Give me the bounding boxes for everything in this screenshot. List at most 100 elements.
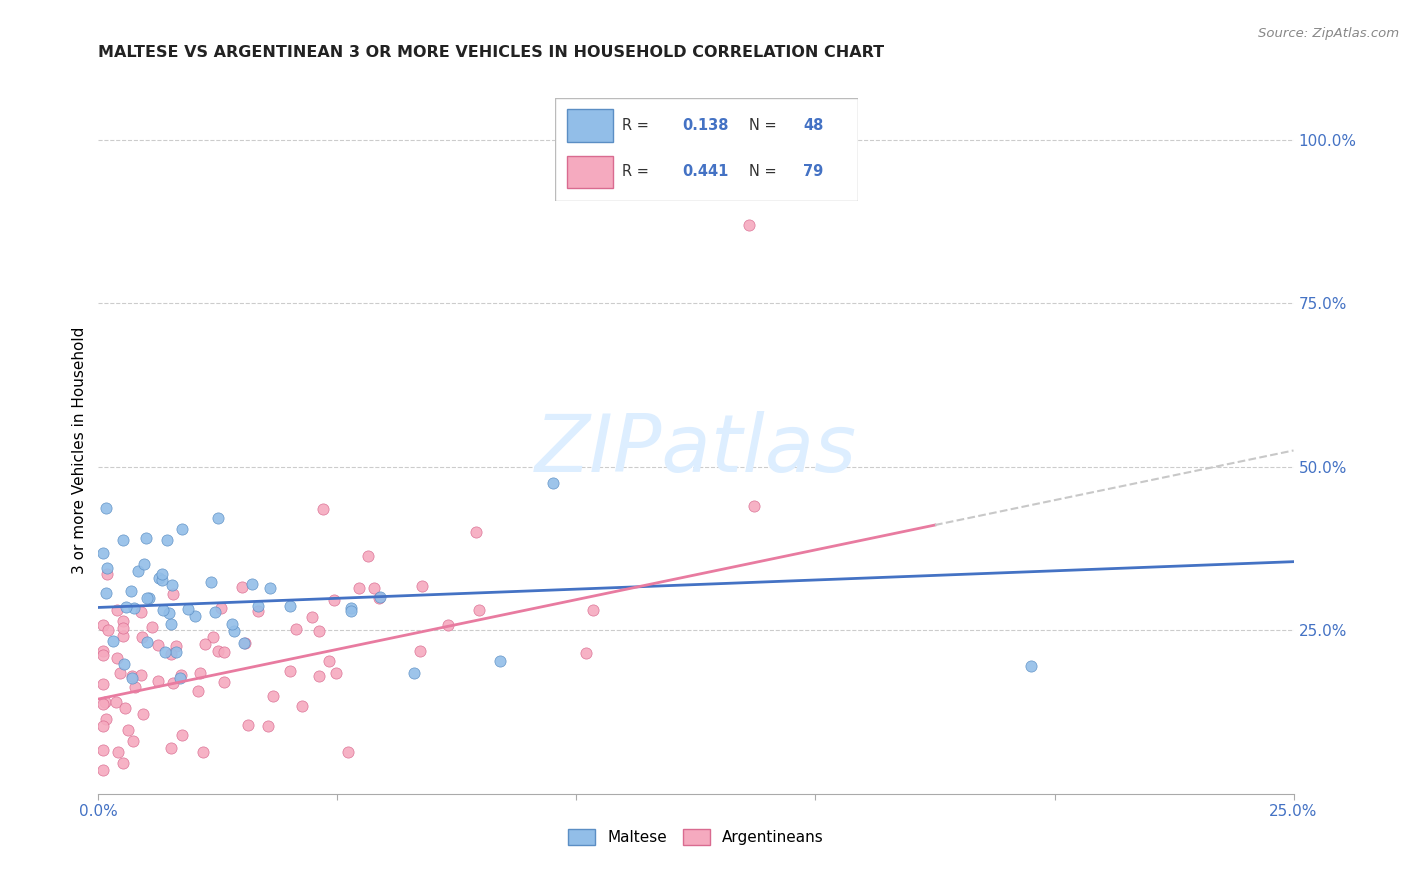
Point [278,599,301,613]
Point [337,745,360,759]
Point [91,763,114,777]
Point [184,609,207,624]
Point [207,511,229,525]
Point [488,655,510,669]
Point [107,745,129,759]
Point [93,695,115,709]
Point [200,575,222,590]
Point [212,674,235,689]
Point [94,586,117,600]
Point [285,623,308,637]
Point [136,634,159,648]
Point [201,630,224,644]
Point [278,664,301,678]
Text: R =: R = [621,164,654,179]
Point [114,701,136,715]
Point [301,610,323,624]
Point [103,634,125,648]
FancyBboxPatch shape [568,110,613,142]
Point [124,680,146,694]
Point [122,601,145,615]
Point [148,639,170,653]
Point [169,668,191,682]
Point [325,665,347,680]
Point [236,718,259,732]
FancyBboxPatch shape [555,98,858,201]
Point [240,577,263,591]
Point [411,579,433,593]
Point [150,574,173,588]
Point [160,741,183,756]
Point [1019,659,1042,673]
Point [408,644,430,658]
Point [152,603,174,617]
Text: Source: ZipAtlas.com: Source: ZipAtlas.com [1258,27,1399,40]
Text: 0.441: 0.441 [682,164,728,179]
Point [737,218,759,232]
Point [160,616,183,631]
Legend: Maltese, Argentineans: Maltese, Argentineans [562,823,830,852]
Point [170,522,193,536]
Text: ZIPatlas: ZIPatlas [534,411,858,490]
Point [194,637,217,651]
Point [156,533,179,548]
Point [148,673,170,688]
Point [111,533,134,547]
Point [107,651,129,665]
Point [187,684,209,698]
Point [363,582,385,596]
Point [96,561,118,575]
Point [291,698,314,713]
Point [582,603,605,617]
Text: 0.138: 0.138 [682,119,728,133]
Point [257,718,280,732]
Text: N =: N = [749,164,782,179]
Point [170,728,193,742]
Y-axis label: 3 or more Vehicles in Household: 3 or more Vehicles in Household [72,326,87,574]
Point [117,723,139,737]
Point [91,719,114,733]
Point [112,657,135,672]
Point [148,571,170,585]
Point [262,689,284,703]
Text: N =: N = [749,119,782,133]
Point [129,605,152,619]
Point [157,607,180,621]
Point [177,602,200,616]
Point [91,644,114,658]
Point [367,591,389,605]
Point [91,648,114,663]
Point [312,502,335,516]
Point [121,672,143,686]
Point [222,624,245,638]
Point [138,591,160,605]
Point [323,593,346,607]
Point [162,587,184,601]
Point [112,614,135,628]
Point [162,675,184,690]
Point [112,629,135,643]
Point [160,578,183,592]
Point [108,666,131,681]
Point [165,645,187,659]
Point [169,671,191,685]
Point [122,734,145,748]
Point [105,602,128,616]
Point [127,565,149,579]
Point [233,636,256,650]
Point [541,476,564,491]
Point [465,524,488,539]
Text: 79: 79 [803,164,824,179]
Point [165,639,187,653]
Point [96,566,118,581]
Point [744,499,766,513]
Point [121,668,143,682]
Text: MALTESE VS ARGENTINEAN 3 OR MORE VEHICLES IN HOUSEHOLD CORRELATION CHART: MALTESE VS ARGENTINEAN 3 OR MORE VEHICLE… [98,45,884,60]
Point [160,647,183,661]
Point [141,619,163,633]
Point [468,603,491,617]
Point [91,697,114,711]
Point [91,743,114,757]
Point [437,618,460,632]
Point [112,756,135,770]
